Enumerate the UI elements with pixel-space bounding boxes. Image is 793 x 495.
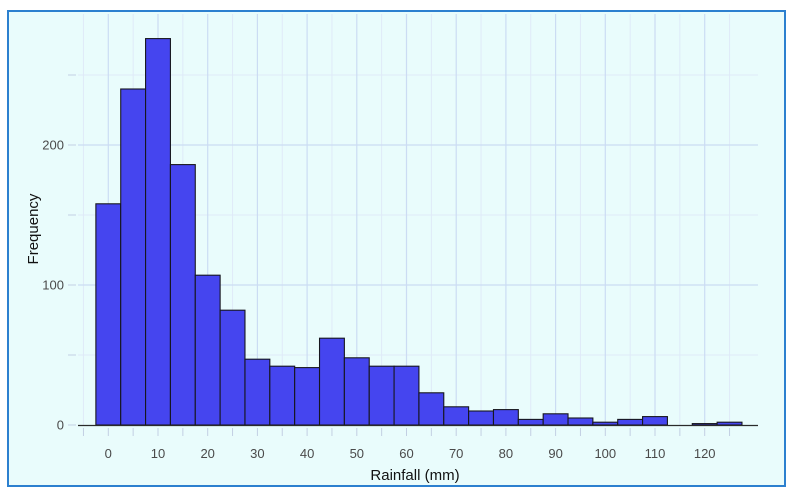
histogram-bar bbox=[642, 416, 668, 426]
histogram-bar bbox=[145, 38, 171, 426]
histogram-bar bbox=[716, 421, 743, 426]
x-tick-label: 100 bbox=[594, 446, 616, 461]
histogram-bar bbox=[219, 309, 246, 426]
histogram-bar bbox=[318, 337, 345, 426]
x-tick-label: 60 bbox=[399, 446, 413, 461]
histogram-bar bbox=[517, 418, 544, 426]
x-tick-label: 20 bbox=[200, 446, 214, 461]
histogram-bar bbox=[95, 203, 122, 426]
y-tick-label: 0 bbox=[57, 418, 64, 433]
histogram-bar bbox=[244, 358, 271, 426]
histogram-bar bbox=[194, 274, 221, 426]
histogram-bar bbox=[691, 423, 718, 426]
x-tick-label: 50 bbox=[350, 446, 364, 461]
histogram-bar bbox=[617, 418, 644, 426]
x-tick-label: 10 bbox=[151, 446, 165, 461]
x-tick-label: 90 bbox=[548, 446, 562, 461]
histogram-bar bbox=[492, 409, 519, 426]
y-tick-label: 200 bbox=[42, 138, 64, 153]
histogram-bar bbox=[468, 410, 495, 426]
x-tick-label: 40 bbox=[300, 446, 314, 461]
histogram-bar bbox=[294, 367, 321, 426]
x-tick-label: 0 bbox=[105, 446, 112, 461]
histogram-bar bbox=[368, 365, 395, 426]
histogram-bar bbox=[443, 406, 470, 426]
x-axis-title: Rainfall (mm) bbox=[370, 467, 459, 484]
x-tick-label: 110 bbox=[645, 446, 666, 461]
histogram-bars bbox=[95, 38, 743, 426]
x-tick-label: 80 bbox=[499, 446, 513, 461]
x-tick-label: 70 bbox=[449, 446, 463, 461]
y-tick-label: 100 bbox=[42, 278, 64, 293]
y-axis-title: Frequency bbox=[25, 193, 42, 264]
histogram-bar bbox=[592, 421, 619, 426]
histogram-bar bbox=[169, 164, 196, 426]
histogram-bar bbox=[393, 365, 420, 426]
histogram-bar bbox=[567, 417, 594, 426]
y-tick-labels: 0 100 200 bbox=[42, 138, 64, 433]
histogram-bar bbox=[120, 88, 147, 426]
x-tick-labels: 0 10 20 30 40 50 60 70 80 90 100 110 120 bbox=[105, 446, 716, 461]
histogram-bar bbox=[418, 392, 445, 426]
histogram-bar bbox=[269, 365, 296, 426]
x-tick-label: 120 bbox=[694, 446, 716, 461]
axis-tick-marks bbox=[68, 74, 731, 436]
histogram-bar bbox=[343, 357, 370, 426]
x-tick-label: 30 bbox=[250, 446, 264, 461]
histogram-bar bbox=[542, 413, 569, 426]
